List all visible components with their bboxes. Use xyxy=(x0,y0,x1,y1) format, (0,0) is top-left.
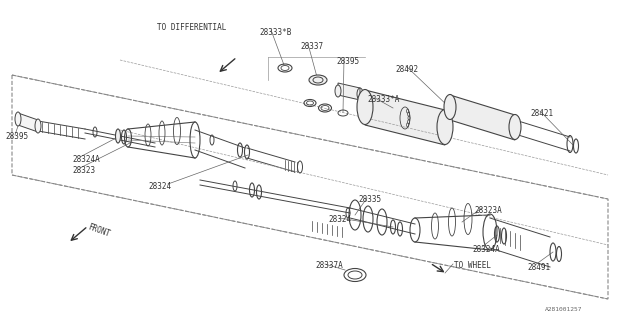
Ellipse shape xyxy=(115,129,120,143)
Text: FRONT: FRONT xyxy=(87,222,112,238)
Text: 28324: 28324 xyxy=(148,182,171,191)
Polygon shape xyxy=(18,113,38,132)
Ellipse shape xyxy=(335,85,341,97)
Ellipse shape xyxy=(509,115,521,140)
Text: A281001257: A281001257 xyxy=(545,307,582,312)
Polygon shape xyxy=(365,90,445,145)
Text: 28333*B: 28333*B xyxy=(259,28,291,37)
Ellipse shape xyxy=(444,94,456,119)
Text: 28337A: 28337A xyxy=(315,261,343,270)
Text: TO DIFFERENTIAL: TO DIFFERENTIAL xyxy=(157,23,227,32)
Text: 28491: 28491 xyxy=(527,263,550,272)
Text: TO WHEEL: TO WHEEL xyxy=(454,261,491,270)
Text: 28421: 28421 xyxy=(530,109,553,118)
Polygon shape xyxy=(338,83,360,100)
Polygon shape xyxy=(450,95,515,140)
Text: 28323A: 28323A xyxy=(474,206,502,215)
Text: 28335: 28335 xyxy=(358,195,381,204)
Ellipse shape xyxy=(35,119,41,133)
Text: 28324A: 28324A xyxy=(72,155,100,164)
Text: 28324A: 28324A xyxy=(472,245,500,254)
Text: 28395: 28395 xyxy=(336,57,359,66)
Text: 28323: 28323 xyxy=(72,166,95,175)
Text: 28333*A: 28333*A xyxy=(367,95,399,104)
Text: 28324: 28324 xyxy=(328,215,351,224)
Text: 28395: 28395 xyxy=(5,132,28,141)
Ellipse shape xyxy=(357,90,373,124)
Text: 28337: 28337 xyxy=(300,42,323,51)
Ellipse shape xyxy=(309,75,327,85)
Ellipse shape xyxy=(437,109,453,145)
Ellipse shape xyxy=(15,112,21,126)
Text: 28492: 28492 xyxy=(395,65,418,74)
